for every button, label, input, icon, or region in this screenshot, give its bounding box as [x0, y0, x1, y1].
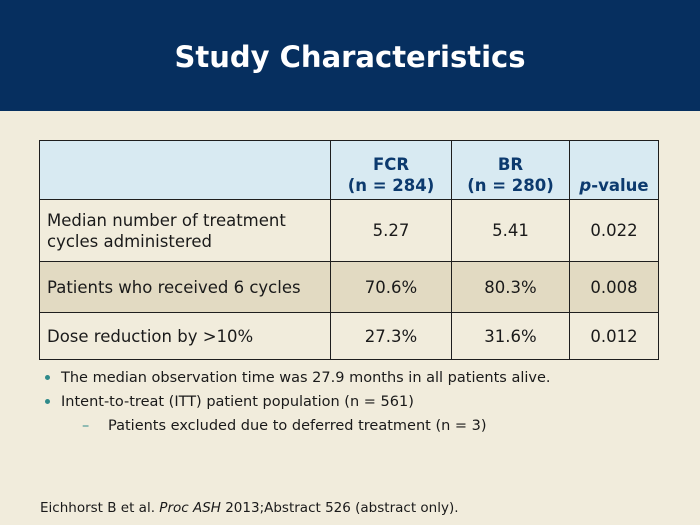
bullet-dot-icon [45, 375, 50, 380]
row-fcr-value: 5.27 [330, 199, 452, 262]
bullet-text: The median observation time was 27.9 mon… [61, 370, 551, 386]
citation-journal: Proc ASH [159, 500, 221, 516]
row-br-value: 80.3% [451, 261, 570, 313]
table-row: Dose reduction by >10% 27.3% 31.6% 0.012 [39, 312, 659, 360]
citation-authors: Eichhorst B et al. [40, 500, 160, 516]
row-br-value: 5.41 [451, 199, 570, 262]
header-p-italic: p [579, 176, 592, 195]
citation: Eichhorst B et al. Proc ASH 2013;Abstrac… [40, 500, 459, 516]
table-row: Patients who received 6 cycles 70.6% 80.… [39, 261, 659, 313]
row-fcr-value: 27.3% [330, 312, 452, 360]
bullet-item: The median observation time was 27.9 mon… [45, 367, 685, 391]
row-label: Median number of treatment cycles admini… [39, 199, 331, 262]
row-fcr-value: 70.6% [330, 261, 452, 313]
header-fcr-name: FCR [372, 155, 410, 174]
bullet-item: Intent-to-treat (ITT) patient population… [45, 391, 685, 415]
citation-rest: 2013;Abstract 526 (abstract only). [220, 500, 459, 516]
header-p-rest: -value [591, 176, 649, 195]
study-characteristics-table: FCR (n = 284) BR (n = 280) p-value Media… [39, 140, 659, 360]
header-blank-cell [39, 140, 331, 200]
row-label: Patients who received 6 cycles [39, 261, 331, 313]
table-row: Median number of treatment cycles admini… [39, 199, 659, 262]
dash-icon: – [82, 418, 90, 434]
header-fcr: FCR (n = 284) [330, 140, 452, 200]
header-br-n: (n = 280) [467, 176, 554, 195]
header-br: BR (n = 280) [451, 140, 570, 200]
header-fcr-n: (n = 284) [347, 176, 435, 195]
title-bar: Study Characteristics [0, 0, 700, 111]
header-br-name: BR [497, 155, 524, 174]
row-p-value: 0.012 [569, 312, 659, 360]
table-header-row: FCR (n = 284) BR (n = 280) p-value [39, 140, 659, 200]
row-label: Dose reduction by >10% [39, 312, 331, 360]
header-p-value: p-value [569, 140, 659, 200]
row-p-value: 0.008 [569, 261, 659, 313]
bullet-text: Intent-to-treat (ITT) patient population… [61, 394, 414, 410]
bullet-dot-icon [45, 399, 50, 404]
row-p-value: 0.022 [569, 199, 659, 262]
bullet-list: The median observation time was 27.9 mon… [45, 367, 685, 439]
slide-title: Study Characteristics [174, 39, 526, 74]
sub-bullet-item: – Patients excluded due to deferred trea… [45, 415, 685, 439]
sub-bullet-text: Patients excluded due to deferred treatm… [108, 418, 487, 434]
row-br-value: 31.6% [451, 312, 570, 360]
